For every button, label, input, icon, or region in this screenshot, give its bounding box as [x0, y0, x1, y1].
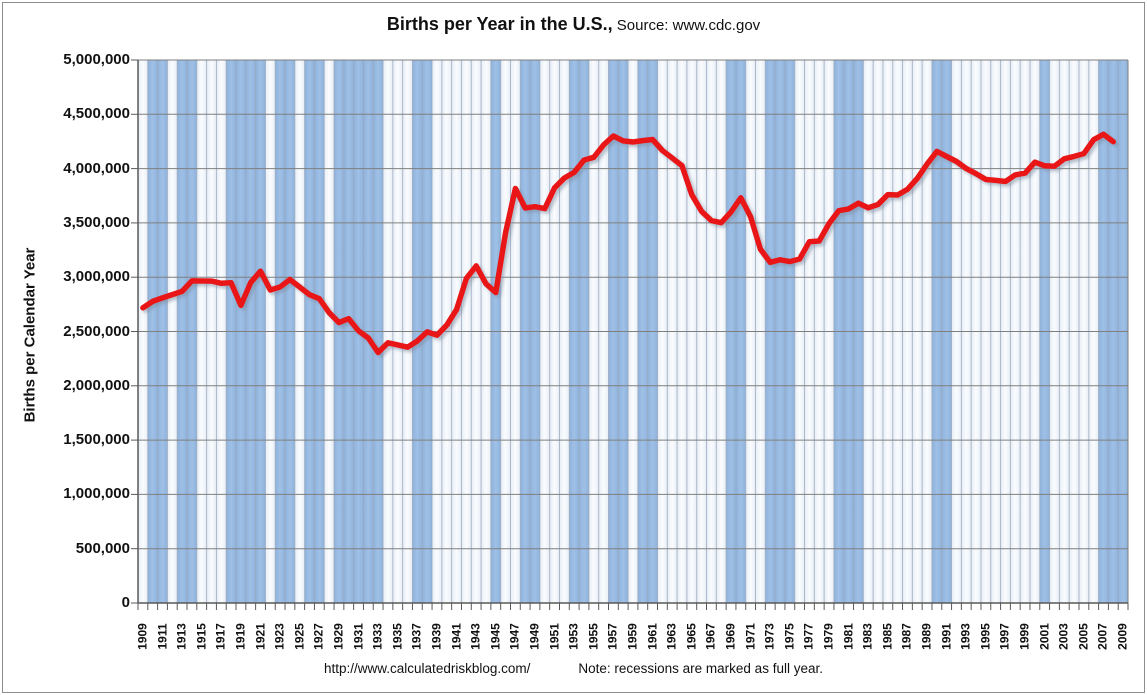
x-axis-tick-label: 1939	[429, 623, 444, 650]
x-axis-tick-label: 1973	[762, 623, 777, 650]
x-axis-tick-label: 1935	[390, 623, 405, 650]
y-axis-tick-label: 1,500,000	[63, 431, 130, 449]
x-axis-tick-label: 1975	[782, 623, 797, 650]
x-axis-tick-label: 1995	[978, 623, 993, 650]
chart-title-source: Source: www.cdc.gov	[612, 17, 761, 34]
x-axis-tick-label: 1945	[488, 623, 503, 650]
x-axis-tick-label: 1927	[311, 623, 326, 650]
x-axis-tick-label: 1915	[194, 623, 209, 650]
x-axis-tick-label: 1969	[723, 623, 738, 650]
y-axis-tick-label: 500,000	[75, 539, 130, 557]
x-axis-tick-label: 1997	[997, 623, 1012, 650]
y-axis-tick-label: 5,000,000	[63, 51, 130, 68]
y-axis-tick-label: 1,000,000	[63, 485, 130, 503]
x-axis-tick-label: 1963	[664, 623, 679, 650]
chart-footer: http://www.calculatedriskblog.com/ Note:…	[0, 661, 1147, 676]
x-axis-tick-label: 1943	[468, 623, 483, 650]
y-axis-tick-label: 3,500,000	[63, 213, 130, 231]
x-axis-tick-label: 1955	[586, 623, 601, 650]
footer-url: http://www.calculatedriskblog.com/	[324, 661, 531, 676]
x-axis-tick-label: 1979	[821, 623, 836, 650]
x-axis-tick-label: 1989	[919, 623, 934, 650]
x-axis-tick-label: 1999	[1017, 623, 1032, 650]
x-axis-tick-label: 1913	[174, 623, 189, 650]
x-axis-tick-label: 1985	[880, 623, 895, 650]
x-axis-tick-label: 1977	[801, 623, 816, 650]
y-axis-tick-label: 2,000,000	[63, 376, 130, 394]
x-axis-tick-label: 1911	[155, 623, 169, 650]
x-axis-tick-label: 1947	[507, 623, 522, 650]
y-axis-tick-label: 4,000,000	[63, 159, 130, 177]
x-axis-tick-label: 1925	[292, 623, 307, 650]
x-axis-tick-label: 1921	[253, 623, 268, 650]
y-axis-tick-label: 3,000,000	[63, 268, 130, 286]
y-axis-tick-label: 2,500,000	[63, 322, 130, 340]
x-axis-tick-label: 1953	[566, 623, 581, 650]
x-axis-tick-label: 1993	[958, 623, 973, 650]
x-axis-tick-label: 1933	[370, 623, 385, 650]
x-axis-tick-label: 1949	[527, 623, 542, 650]
x-axis-tick-label: 1965	[684, 623, 699, 650]
x-axis-tick-label: 1919	[233, 623, 248, 650]
x-axis-tick-label: 1967	[703, 623, 718, 650]
x-axis-tick-label: 1931	[351, 623, 366, 650]
births-line	[140, 131, 1117, 356]
x-axis-tick-label: 1941	[449, 623, 464, 650]
x-axis-tick-label: 1937	[409, 623, 424, 650]
x-axis-tick-label: 2009	[1115, 623, 1130, 650]
chart-title-main: Births per Year in the U.S.,	[386, 14, 613, 34]
x-axis-tick-label: 2003	[1056, 623, 1071, 650]
x-axis-tick-label: 1951	[547, 623, 562, 650]
x-axis-tick-label: 1917	[213, 623, 228, 650]
chart-svg	[131, 59, 1129, 610]
footer-note: Note: recessions are marked as full year…	[578, 661, 823, 676]
y-axis-tick-label: 4,500,000	[63, 105, 130, 123]
x-axis-tick-label: 1971	[743, 623, 758, 650]
x-axis-tick-label: 2007	[1095, 623, 1110, 650]
x-axis-tick-label: 1923	[272, 623, 287, 650]
x-axis-tick-label: 2005	[1076, 623, 1091, 650]
chart-plot-area	[131, 59, 1129, 610]
x-axis-tick-label: 1961	[645, 623, 660, 650]
chart-title: Births per Year in the U.S., Source: www…	[0, 14, 1147, 35]
x-axis-tick-label: 1983	[860, 623, 875, 650]
x-axis-tick-label: 1959	[625, 623, 640, 650]
x-axis-tick-label: 1929	[331, 623, 346, 650]
x-axis-tick-label: 1987	[899, 623, 914, 650]
x-axis-tick-label: 1957	[605, 623, 620, 650]
x-axis-tick-label: 1981	[841, 623, 856, 650]
x-axis-tick-label: 2001	[1037, 623, 1052, 650]
y-axis-tick-label: 0	[121, 594, 130, 611]
x-axis-tick-label: 1909	[135, 623, 150, 650]
x-axis-tick-label: 1991	[939, 623, 954, 650]
